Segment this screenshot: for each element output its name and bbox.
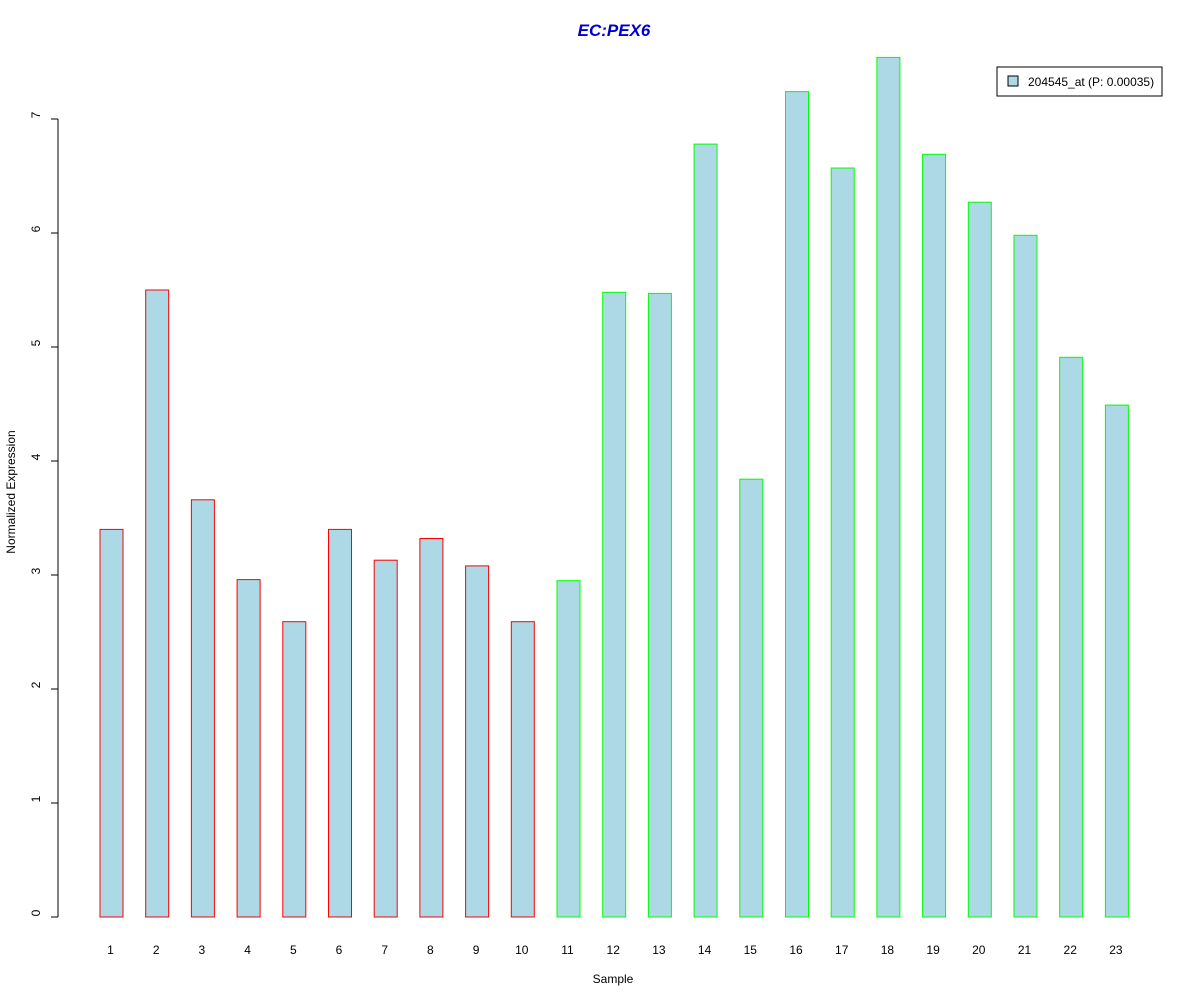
x-tick-label: 16 <box>789 943 803 957</box>
bar-sample-8 <box>419 538 444 918</box>
y-tick-label: 2 <box>29 681 43 688</box>
bar-sample-6 <box>328 528 352 918</box>
x-tick-label: 12 <box>607 943 621 957</box>
bar-sample-22 <box>1059 356 1084 918</box>
x-tick-label: 1 <box>107 943 114 957</box>
y-tick-label: 3 <box>29 567 43 574</box>
bars-group <box>99 56 1129 918</box>
bar-sample-16 <box>785 91 809 918</box>
x-tick-label: 5 <box>290 943 297 957</box>
x-tick-label: 21 <box>1018 943 1032 957</box>
bar-sample-13 <box>647 292 672 918</box>
bar-sample-2 <box>145 289 170 918</box>
x-axis-label: Sample <box>593 972 634 986</box>
x-tick-label: 3 <box>199 943 206 957</box>
chart-title: EC:PEX6 <box>578 21 651 40</box>
x-tick-label: 7 <box>381 943 388 957</box>
bar-sample-18 <box>876 56 901 918</box>
legend-swatch <box>1007 75 1019 87</box>
legend: 204545_at (P: 0.00035) <box>996 66 1163 97</box>
y-tick-label: 5 <box>29 339 43 346</box>
x-tick-label: 10 <box>515 943 529 957</box>
bar-sample-3 <box>190 499 215 918</box>
bar-sample-10 <box>510 621 535 918</box>
y-tick-label: 7 <box>29 111 43 118</box>
x-tick-label: 23 <box>1109 943 1123 957</box>
x-tick-label: 9 <box>473 943 480 957</box>
x-tick-label: 20 <box>972 943 986 957</box>
x-tick-label: 6 <box>336 943 343 957</box>
x-tick-labels: 1 2 3 4 5 6 7 8 9 10 11 12 13 14 15 16 17 18 19 20 21 22 23 <box>107 943 1123 957</box>
bar-sample-7 <box>373 559 398 918</box>
bar-sample-5 <box>282 621 307 918</box>
bar-sample-19 <box>922 153 947 918</box>
x-tick-label: 15 <box>744 943 758 957</box>
legend-box <box>996 66 1163 97</box>
x-tick-label: 4 <box>244 943 251 957</box>
x-tick-label: 17 <box>835 943 849 957</box>
bar-sample-23 <box>1104 404 1129 918</box>
x-tick-label: 22 <box>1064 943 1078 957</box>
x-tick-label: 19 <box>926 943 940 957</box>
bar-sample-12 <box>602 291 627 918</box>
bar-sample-15 <box>739 478 764 918</box>
y-axis: 0 1 2 3 4 5 6 7 <box>29 111 59 918</box>
bar-sample-1 <box>99 528 124 918</box>
y-tick-label: 0 <box>29 909 43 916</box>
bar-sample-17 <box>830 167 855 918</box>
y-tick-label: 6 <box>29 225 43 232</box>
x-tick-label: 18 <box>881 943 895 957</box>
bar-sample-20 <box>967 201 992 918</box>
bar-sample-14 <box>693 143 718 918</box>
x-tick-label: 13 <box>652 943 666 957</box>
x-tick-label: 14 <box>698 943 712 957</box>
y-tick-label: 4 <box>29 453 43 460</box>
y-tick-label: 1 <box>29 795 43 802</box>
x-tick-label: 2 <box>153 943 160 957</box>
bar-sample-11 <box>556 580 581 918</box>
bar-sample-9 <box>465 565 490 918</box>
x-tick-label: 8 <box>427 943 434 957</box>
bar-sample-21 <box>1013 234 1038 918</box>
x-tick-label: 11 <box>561 943 574 957</box>
legend-label: 204545_at (P: 0.00035) <box>1028 75 1154 89</box>
y-axis-label: Normalized Expression <box>4 430 18 553</box>
bar-sample-4 <box>236 579 261 918</box>
